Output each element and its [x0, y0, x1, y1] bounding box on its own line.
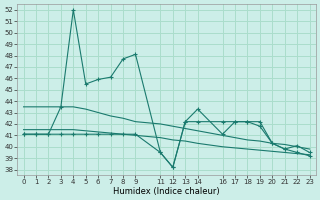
X-axis label: Humidex (Indice chaleur): Humidex (Indice chaleur) — [113, 187, 220, 196]
